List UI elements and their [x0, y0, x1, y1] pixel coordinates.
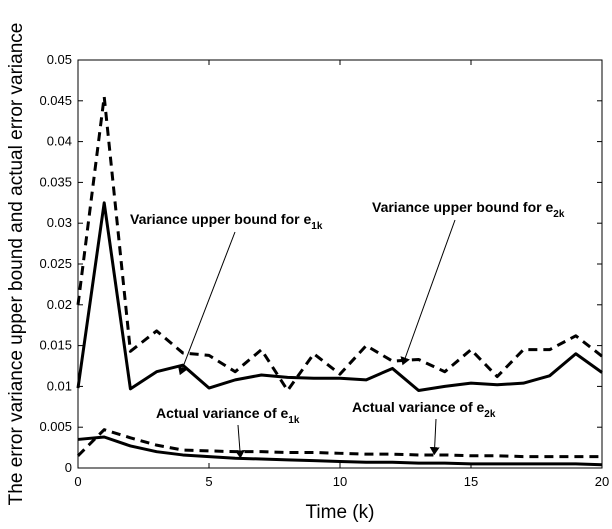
- x-tick-label: 20: [595, 474, 609, 489]
- svg-text:Actual variance of e1k: Actual variance of e1k: [156, 405, 300, 426]
- svg-text:Variance upper bound for e1k: Variance upper bound for e1k: [130, 211, 323, 232]
- annotation-actual-e2k-sub: 2k: [484, 409, 496, 420]
- annotation-arrow-actual-e2k: [429, 418, 440, 456]
- x-axis-ticks: 0 5 10 15 20: [74, 60, 609, 489]
- series-layer: [76, 95, 603, 467]
- y-axis-ticks: 0 0.005 0.01 0.015 0.02 0.025 0.03 0.035 0.04 0.0…: [39, 52, 602, 475]
- y-axis-label: The error variance upper bound and actua…: [6, 23, 27, 506]
- annotation-arrows: [178, 219, 456, 459]
- y-tick-label: 0.05: [47, 52, 72, 67]
- annotation-actual-e2k-text: Actual variance of e: [352, 399, 484, 415]
- y-tick-label: 0.04: [47, 134, 72, 149]
- series-line-actual-e2k: [76, 428, 602, 459]
- x-tick-label: 10: [333, 474, 347, 489]
- y-tick-label: 0.005: [39, 419, 72, 434]
- annotation-arrow-actual-e1k: [234, 424, 245, 459]
- y-tick-label: 0: [65, 460, 72, 475]
- annotation-upper-bound-e1k: Variance upper bound for e1k: [130, 211, 323, 232]
- y-tick-label: 0.015: [39, 338, 72, 353]
- x-tick-label: 5: [205, 474, 212, 489]
- x-tick-label: 0: [74, 474, 81, 489]
- annotation-upper-bound-e2k-text: Variance upper bound for e: [372, 199, 553, 215]
- y-tick-label: 0.02: [47, 297, 72, 312]
- x-axis-label: Time (k): [306, 502, 375, 523]
- annotation-arrow-upper-bound-e1k: [178, 231, 236, 376]
- plot-area: [77, 59, 603, 469]
- y-tick-label: 0.035: [39, 174, 72, 189]
- annotation-upper-bound-e2k-sub: 2k: [553, 209, 565, 220]
- y-tick-label: 0.045: [39, 93, 72, 108]
- y-tick-label: 0.01: [47, 378, 72, 393]
- annotation-arrow-upper-bound-e2k: [400, 219, 456, 366]
- x-tick-label: 15: [464, 474, 478, 489]
- annotation-actual-e1k-text: Actual variance of e: [156, 405, 288, 421]
- annotation-upper-bound-e1k-text: Variance upper bound for e: [130, 211, 311, 227]
- annotation-upper-bound-e2k: Variance upper bound for e2k: [372, 199, 565, 220]
- annotation-actual-e2k: Actual variance of e2k: [352, 399, 496, 420]
- annotation-actual-e1k: Actual variance of e1k: [156, 405, 300, 426]
- y-tick-label: 0.03: [47, 215, 72, 230]
- svg-text:Actual variance of e2k: Actual variance of e2k: [352, 399, 496, 420]
- series-line-upper-bound-e1k: [76, 201, 603, 392]
- annotation-actual-e1k-sub: 1k: [288, 415, 300, 426]
- y-tick-label: 0.025: [39, 256, 72, 271]
- annotation-upper-bound-e1k-sub: 1k: [311, 221, 323, 232]
- svg-text:Variance upper bound for e2k: Variance upper bound for e2k: [372, 199, 565, 220]
- series-line-actual-e1k: [77, 435, 603, 467]
- series-line-upper-bound-e2k: [76, 95, 603, 392]
